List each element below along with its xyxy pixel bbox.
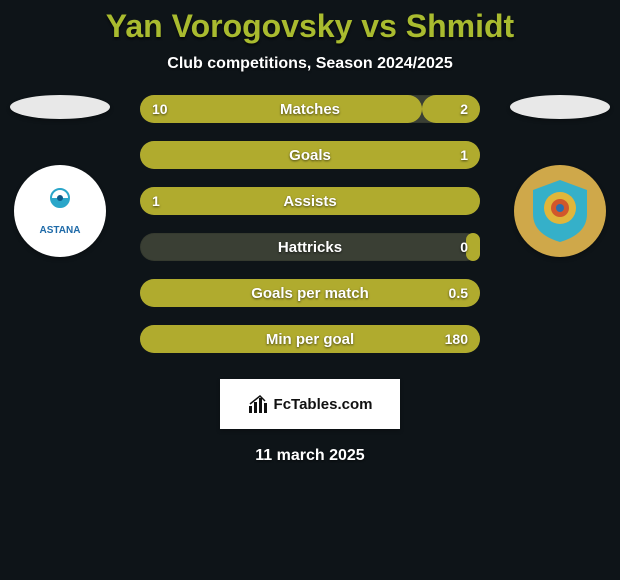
stat-value-right: 2 bbox=[460, 101, 468, 117]
left-player-column: ASTANA bbox=[10, 95, 110, 257]
stat-label: Min per goal bbox=[266, 331, 354, 348]
infographic-container: Yan Vorogovsky vs Shmidt Club competitio… bbox=[0, 0, 620, 580]
right-club-badge-inner bbox=[525, 176, 595, 246]
stat-row: Goals 1 bbox=[140, 141, 480, 169]
left-club-name: ASTANA bbox=[35, 226, 85, 236]
stat-value-right: 180 bbox=[445, 331, 468, 347]
stat-value-right: 1 bbox=[460, 147, 468, 163]
stat-fill-right bbox=[466, 233, 480, 261]
stat-value-right: 0.5 bbox=[449, 285, 468, 301]
left-club-badge-inner: ASTANA bbox=[35, 187, 85, 236]
brand-text: FcTables.com bbox=[274, 396, 373, 413]
stat-fill-right bbox=[422, 95, 480, 123]
stat-row: Hattricks 0 bbox=[140, 233, 480, 261]
brand-chart-icon bbox=[248, 394, 270, 414]
stat-label: Assists bbox=[283, 193, 336, 210]
stat-bars: Matches 10 2 Goals 1 Assists 1 Hattricks 0 Goals … bbox=[140, 95, 480, 353]
stat-label: Goals per match bbox=[251, 285, 369, 302]
right-player-oval bbox=[510, 95, 610, 119]
stats-area: ASTANA Matches 10 2 Goals 1 Assists 1 Hattricks… bbox=[0, 95, 620, 355]
subtitle: Club competitions, Season 2024/2025 bbox=[0, 55, 620, 73]
stat-label: Matches bbox=[280, 101, 340, 118]
left-player-oval bbox=[10, 95, 110, 119]
stat-row: Min per goal 180 bbox=[140, 325, 480, 353]
right-club-badge bbox=[514, 165, 606, 257]
brand-box: FcTables.com bbox=[220, 379, 400, 429]
stat-row: Assists 1 bbox=[140, 187, 480, 215]
left-club-badge: ASTANA bbox=[14, 165, 106, 257]
page-title: Yan Vorogovsky vs Shmidt bbox=[0, 0, 620, 45]
stat-value-left: 10 bbox=[152, 101, 168, 117]
stat-value-right: 0 bbox=[460, 239, 468, 255]
stat-row: Goals per match 0.5 bbox=[140, 279, 480, 307]
date-text: 11 march 2025 bbox=[0, 447, 620, 465]
stat-label: Goals bbox=[289, 147, 331, 164]
stat-label: Hattricks bbox=[278, 239, 342, 256]
stat-row: Matches 10 2 bbox=[140, 95, 480, 123]
stat-value-left: 1 bbox=[152, 193, 160, 209]
right-player-column bbox=[510, 95, 610, 257]
